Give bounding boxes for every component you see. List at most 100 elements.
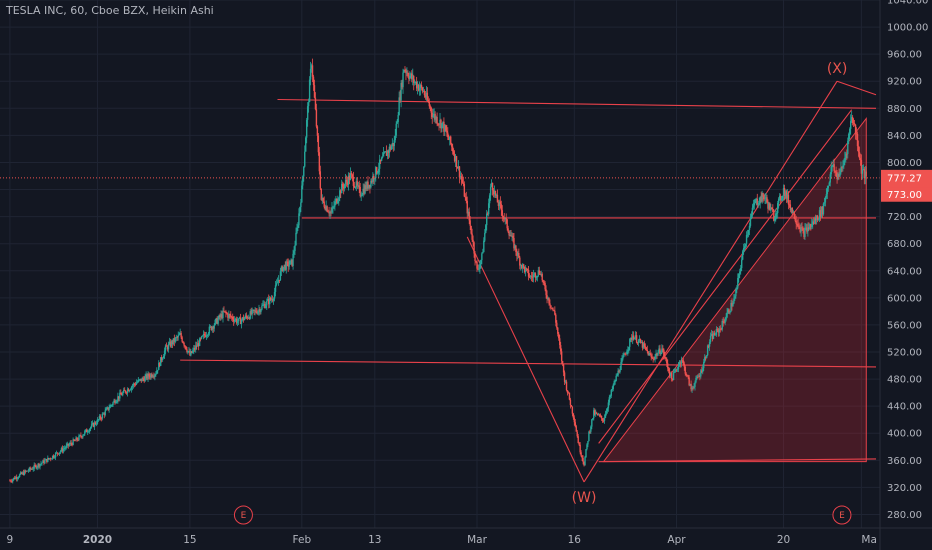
candle-body [672, 372, 675, 381]
candle-body [260, 309, 262, 313]
candle-body [518, 253, 520, 258]
candle-body [531, 276, 534, 278]
candle-body [619, 369, 621, 372]
y-tick-label: 960.00 [887, 50, 922, 61]
candle-body [796, 223, 798, 225]
candle-body [759, 197, 761, 204]
candle-body [166, 346, 169, 350]
earnings-event-icon[interactable] [832, 505, 852, 525]
candle-body [836, 172, 838, 180]
candle-body [813, 221, 815, 224]
candle-body [467, 211, 469, 214]
candle-body [405, 70, 407, 74]
y-tick-label: 1000.00 [887, 23, 928, 34]
candle-body [431, 112, 433, 118]
candle-body [98, 416, 101, 420]
candle-body [261, 305, 263, 310]
candle-body [585, 449, 587, 458]
candle-body [623, 353, 625, 357]
candle-body [744, 243, 747, 247]
candle-body [821, 206, 824, 215]
candle-body [61, 448, 64, 452]
candle-body [708, 342, 711, 347]
candle-body [463, 183, 466, 197]
candle-body [784, 191, 787, 197]
candle-body [653, 358, 655, 360]
candle-body [291, 259, 293, 266]
candle-body [523, 266, 526, 273]
candle-body [561, 360, 564, 365]
candle-body [146, 374, 148, 379]
candle-body [156, 370, 158, 374]
price-axis[interactable]: 280.00 320.00 360.00 400.00 440.00 480.00 520.… [879, 0, 932, 550]
candle-body [121, 394, 123, 396]
candle-body [682, 360, 685, 364]
candle-body [32, 468, 34, 470]
candle-body [369, 184, 371, 188]
candle-body [329, 211, 331, 214]
candle-body [428, 102, 431, 107]
candle-body [789, 204, 792, 211]
candle-body [515, 245, 517, 253]
candle-body [472, 239, 474, 243]
candle-body [227, 313, 229, 318]
candle-body [204, 335, 207, 337]
candle-body [826, 188, 829, 195]
candle-body [785, 191, 788, 199]
candle-body [787, 194, 790, 205]
candle-body [822, 203, 825, 215]
candle-body [320, 188, 322, 200]
candle-body [704, 357, 707, 359]
candle-body [756, 198, 758, 205]
earnings-event-icon[interactable] [233, 505, 253, 525]
candle-body [445, 125, 447, 131]
candle-body [257, 311, 259, 314]
candle-body [580, 452, 582, 456]
candle-body [187, 351, 189, 353]
candle-body [863, 169, 866, 178]
candle-body [87, 431, 90, 433]
candle-body [562, 364, 565, 373]
candle-body [633, 337, 636, 340]
candle-body [802, 228, 804, 231]
candle-body [792, 211, 794, 213]
candle-body [78, 435, 80, 441]
candle-body [666, 358, 668, 364]
candle-body [465, 197, 467, 201]
candle-body [495, 194, 498, 196]
candle-body [595, 412, 598, 414]
candle-body [383, 152, 386, 153]
candle-body [358, 185, 360, 187]
candle-body [430, 107, 432, 113]
candle-body [343, 184, 346, 189]
candle-body [595, 412, 597, 415]
candle-body [39, 464, 41, 467]
candle-body [504, 218, 506, 220]
candle-body [269, 297, 272, 300]
candle-body [213, 324, 215, 329]
time-axis[interactable]: 9 2020 15 Feb 13 Mar 16 Apr 20 Ma [0, 527, 932, 546]
trend-line [466, 236, 585, 483]
candle-body [298, 213, 300, 226]
candle-body [433, 113, 435, 116]
candle-body [618, 370, 620, 372]
candle-body [390, 146, 393, 150]
candle-body [198, 338, 201, 346]
candle-body [269, 297, 271, 305]
candle-body [27, 470, 30, 472]
candle-body [549, 303, 551, 306]
candle-body [741, 251, 744, 260]
candle-body [380, 157, 383, 161]
candle-body [118, 396, 120, 399]
candle-body [679, 362, 682, 364]
candle-body [659, 348, 661, 354]
candle-body [676, 369, 679, 371]
candle-body [391, 143, 394, 147]
candle-body [294, 245, 296, 251]
candle-body [560, 351, 563, 361]
candle-body [783, 188, 786, 197]
candle-body [758, 203, 760, 205]
candle-body [270, 299, 273, 301]
candle-body [613, 381, 615, 385]
